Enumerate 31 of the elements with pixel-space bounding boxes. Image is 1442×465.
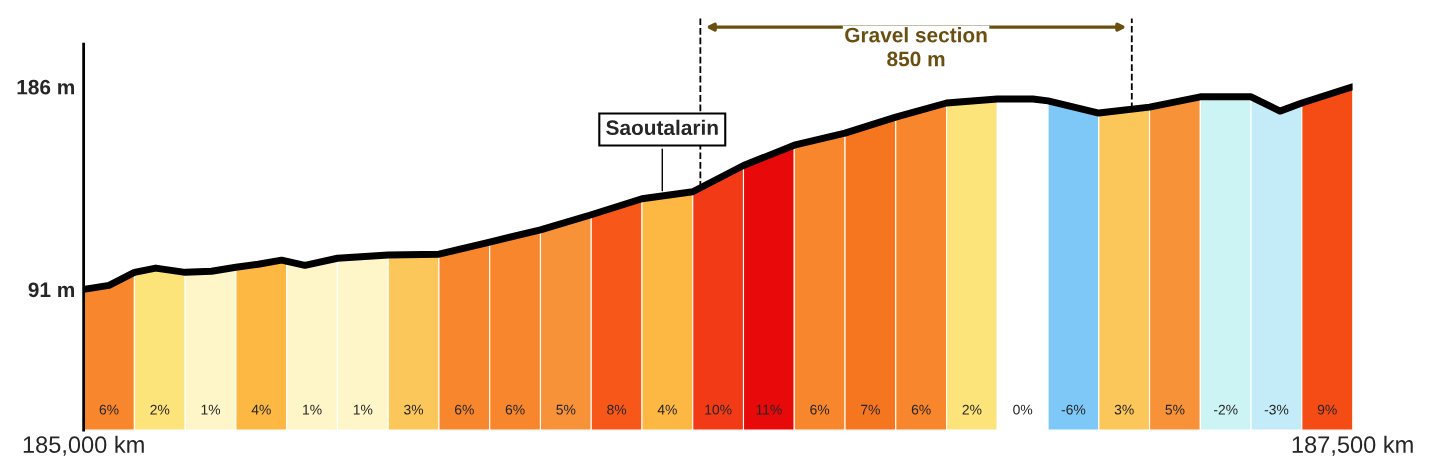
band-label: 4% (657, 404, 677, 415)
band-label: 6% (454, 404, 474, 415)
band-label: 5% (556, 404, 576, 415)
band-label: 5% (1165, 404, 1185, 415)
band-label: -3% (1264, 404, 1289, 415)
band-label: 7% (861, 404, 880, 415)
band-label: 2% (962, 404, 982, 415)
x-tick-label: 185,000 km (23, 435, 144, 456)
band-label: 10% (705, 404, 732, 415)
band-label: 3% (1114, 404, 1134, 415)
band-label: 1% (201, 404, 221, 415)
x-tick-label: 187,500 km (1292, 435, 1413, 456)
band-label: 8% (607, 404, 627, 415)
band-label: 11% (756, 404, 782, 415)
band-label: -2% (1213, 404, 1238, 415)
band-label: 2% (150, 404, 170, 415)
y-tick-label: 186 m (17, 79, 75, 95)
band-label: 4% (251, 404, 271, 415)
band-label: 6% (505, 404, 525, 415)
band-label: 6% (911, 404, 931, 415)
band-label: 6% (810, 404, 830, 415)
band-label: 1% (353, 404, 373, 415)
annotation: Saoutalarin (606, 119, 718, 136)
band-label: 1% (303, 404, 322, 415)
band-label: -6% (1061, 404, 1086, 415)
band-label: 6% (99, 404, 119, 415)
y-tick-label: 91 m (28, 282, 75, 298)
band-label: 3% (404, 404, 424, 415)
annotation: Gravel section 850 m (845, 27, 987, 67)
band-label: 9% (1317, 404, 1337, 415)
band-label: 0% (1013, 404, 1033, 415)
